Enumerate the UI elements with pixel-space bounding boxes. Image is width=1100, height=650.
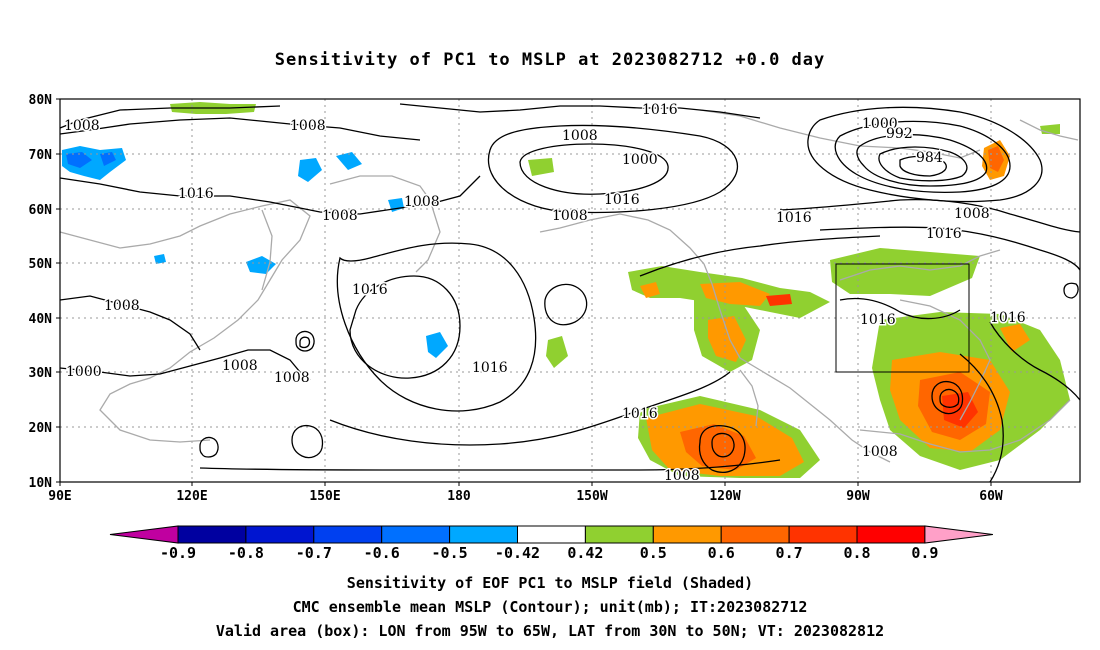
lon-label: 90E — [48, 489, 71, 504]
contour-label: 1000 — [622, 152, 658, 168]
contour-label: 1016 — [178, 186, 214, 202]
negative-shade — [154, 254, 166, 264]
colorbar-segment — [856, 525, 926, 544]
lat-label: 70N — [29, 148, 53, 163]
colorbar-segment — [584, 525, 654, 544]
lon-labels: 90E 120E 150E 180 150W 120W 90W 60W — [48, 489, 1003, 504]
caption-contour: CMC ensemble mean MSLP (Contour); unit(m… — [292, 598, 808, 616]
axis-ticks — [56, 98, 992, 486]
colorbar-label: 0.8 — [843, 544, 870, 562]
contour-label: 1016 — [776, 210, 812, 226]
colorbar-label: -0.42 — [495, 544, 540, 562]
lat-label: 20N — [29, 421, 53, 436]
contour-label: 1008 — [290, 118, 326, 134]
chart-title: Sensitivity of PC1 to MSLP at 2023082712… — [274, 50, 826, 70]
contour-label: 1016 — [472, 360, 508, 376]
lon-label: 60W — [979, 489, 1003, 504]
lat-label: 30N — [29, 366, 53, 381]
colorbar-label: -0.9 — [160, 544, 196, 562]
contour-label: 992 — [886, 126, 913, 142]
lat-label: 40N — [29, 312, 53, 327]
positive-shade — [766, 294, 792, 306]
lon-label: 180 — [447, 489, 471, 504]
contour-label: 1008 — [274, 370, 310, 386]
mslp-contours — [59, 103, 1081, 483]
contour-label: 1008 — [552, 208, 588, 224]
contour-label: 1008 — [64, 118, 100, 134]
lat-label: 50N — [29, 257, 53, 272]
lat-lon-grid — [60, 99, 1080, 482]
contour-label: 1016 — [622, 406, 658, 422]
contour-label: 1016 — [860, 312, 896, 328]
colorbar-label: 0.6 — [708, 544, 735, 562]
colorbar-segment — [177, 525, 247, 544]
positive-shade — [1000, 324, 1030, 352]
positive-shade — [640, 282, 660, 298]
colorbar-label: 0.5 — [640, 544, 667, 562]
caption-shaded: Sensitivity of EOF PC1 to MSLP field (Sh… — [346, 574, 754, 592]
contour-label: 1008 — [222, 358, 258, 374]
positive-shade — [942, 392, 978, 428]
lat-label: 10N — [29, 476, 53, 491]
colorbar-segment — [381, 525, 451, 544]
lon-label: 90W — [846, 489, 870, 504]
positive-shade — [546, 336, 568, 368]
negative-shade — [298, 158, 322, 182]
contour-label: 1008 — [322, 208, 358, 224]
colorbar-label: -0.7 — [296, 544, 332, 562]
negative-shade — [66, 152, 92, 168]
map-border — [59, 98, 1081, 483]
negative-shade — [100, 152, 116, 166]
contour-label: 1008 — [862, 444, 898, 460]
contour-label: 1016 — [604, 192, 640, 208]
contour-label: 1016 — [642, 102, 678, 118]
positive-shade — [988, 146, 1004, 172]
colorbar-segment — [313, 525, 383, 544]
colorbar-label: -0.6 — [364, 544, 400, 562]
contour-label: 1008 — [562, 128, 598, 144]
positive-shade — [830, 248, 980, 296]
contour-label: 1000 — [66, 364, 102, 380]
colorbar-segment — [245, 525, 315, 544]
colorbar-label: -0.5 — [432, 544, 468, 562]
contour-label: 1008 — [104, 298, 140, 314]
lon-label: 150W — [576, 489, 607, 504]
contour-label: 1016 — [990, 310, 1026, 326]
colorbar-segment — [788, 525, 858, 544]
map-plot-area: 1008 1008 1016 1008 1008 1016 1008 1016 … — [59, 98, 1081, 486]
lon-label: 120E — [176, 489, 207, 504]
negative-shade — [426, 332, 448, 358]
lat-label: 80N — [29, 93, 53, 108]
caption-valid-area: Valid area (box): LON from 95W to 65W, L… — [215, 622, 885, 640]
positive-shade — [528, 158, 554, 176]
colorbar: -0.9 -0.8 -0.7 -0.6 -0.5 -0.42 0.42 0.5 0.6 0.7 0.… — [109, 525, 993, 562]
contour-label: 1016 — [926, 226, 962, 242]
colorbar-end-right — [924, 525, 993, 544]
colorbar-end-left — [109, 525, 179, 544]
lat-labels: 80N 70N 60N 50N 40N 30N 20N 10N — [29, 93, 53, 491]
colorbar-segment — [652, 525, 722, 544]
colorbar-segment — [720, 525, 790, 544]
lon-label: 120W — [709, 489, 740, 504]
contour-labels: 1008 1008 1016 1008 1008 1016 1008 1016 … — [63, 101, 1028, 486]
colorbar-label: 0.7 — [776, 544, 803, 562]
negative-shade — [336, 152, 362, 170]
colorbar-segment — [449, 525, 519, 544]
positive-shade — [680, 424, 756, 470]
contour-label: 1008 — [404, 194, 440, 210]
contour-label: 984 — [916, 150, 943, 166]
colorbar-label: 0.42 — [567, 544, 603, 562]
colorbar-label: -0.8 — [228, 544, 264, 562]
colorbar-segment — [517, 525, 586, 544]
lon-label: 150E — [309, 489, 340, 504]
colorbar-label: 0.9 — [911, 544, 938, 562]
valid-area-box — [835, 263, 970, 373]
contour-label: 1016 — [352, 282, 388, 298]
contour-label: 1008 — [664, 468, 700, 484]
contour-label: 1000 — [862, 116, 898, 132]
lat-label: 60N — [29, 203, 53, 218]
contour-label: 1008 — [954, 206, 990, 222]
